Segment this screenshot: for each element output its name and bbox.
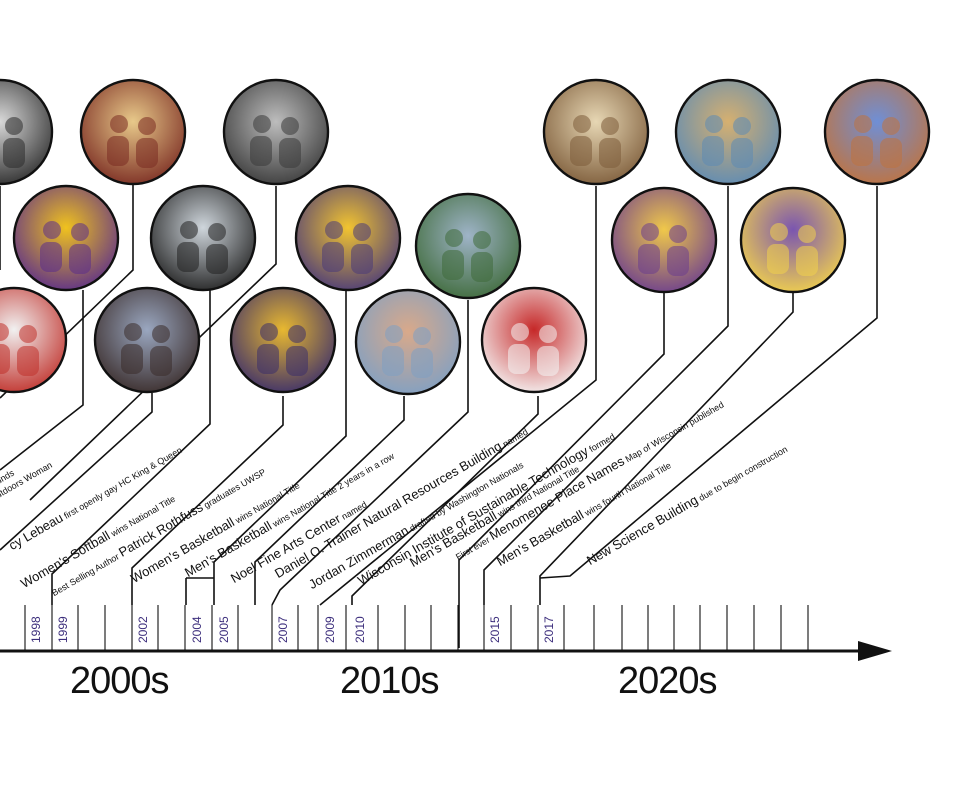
connector-line bbox=[254, 396, 405, 605]
connector-line bbox=[539, 186, 878, 579]
connector-line bbox=[539, 292, 794, 605]
year-label: 2002 bbox=[136, 616, 150, 643]
connector-line bbox=[483, 186, 729, 605]
connector-line bbox=[213, 290, 347, 605]
decade-label-2010s: 2010s bbox=[340, 660, 440, 702]
photo-team-photo bbox=[0, 78, 54, 186]
photo-championship-team bbox=[739, 186, 847, 294]
photo-coach-gesture bbox=[149, 184, 257, 292]
photo-map-presenter bbox=[674, 78, 782, 186]
year-label: 1998 bbox=[29, 616, 43, 643]
connector-line bbox=[51, 290, 211, 605]
connector-line bbox=[319, 186, 597, 606]
connector-line bbox=[131, 396, 284, 605]
photo-bearded-author bbox=[222, 78, 330, 186]
photo-classroom-men bbox=[542, 78, 650, 186]
connector-line bbox=[351, 396, 539, 605]
photo-softball-player bbox=[0, 286, 68, 394]
connector-line bbox=[458, 292, 665, 648]
photo-building-trees bbox=[414, 192, 522, 300]
year-label: 2005 bbox=[217, 616, 231, 643]
photo-homecoming-couple bbox=[93, 286, 201, 394]
year-label: 2010 bbox=[353, 616, 367, 643]
photo-brick-building bbox=[823, 78, 931, 186]
connector-line bbox=[271, 300, 469, 606]
year-label: 2007 bbox=[276, 616, 290, 643]
connector-line bbox=[29, 186, 277, 501]
photo-baseball-player bbox=[480, 286, 588, 394]
year-label: 2004 bbox=[190, 616, 204, 643]
photo-basketball-celebration bbox=[294, 184, 402, 292]
decade-label-2000s: 2000s bbox=[70, 660, 170, 702]
arrow-head-icon bbox=[858, 641, 892, 661]
photo-woman-portrait bbox=[79, 78, 187, 186]
year-label: 2009 bbox=[323, 616, 337, 643]
photo-crowd-celebration bbox=[610, 186, 718, 294]
photo-women-basketball bbox=[229, 286, 337, 394]
year-label: 1999 bbox=[56, 616, 70, 643]
photo-arts-center bbox=[354, 288, 462, 396]
year-label: 2015 bbox=[488, 616, 502, 643]
connector-line bbox=[0, 393, 153, 551]
connector-line bbox=[0, 290, 84, 471]
photo-hockey-team bbox=[12, 184, 120, 292]
year-label: 2017 bbox=[542, 616, 556, 643]
decade-label-2020s: 2020s bbox=[618, 660, 718, 702]
